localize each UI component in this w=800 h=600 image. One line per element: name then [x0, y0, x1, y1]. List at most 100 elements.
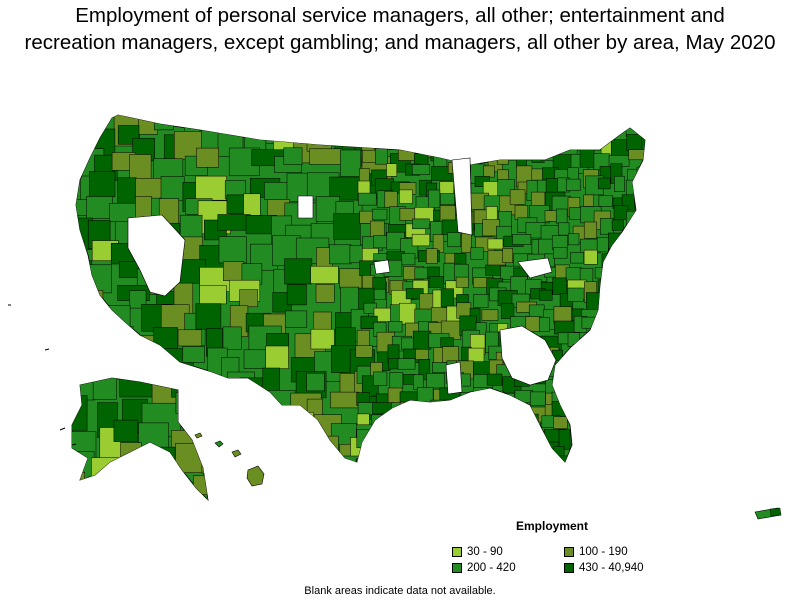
- area-cell: [370, 115, 384, 129]
- area-cell: [399, 401, 412, 423]
- area-cell: [516, 149, 527, 169]
- area-cell: [222, 326, 242, 350]
- area-cell: [485, 134, 506, 148]
- area-cell: [243, 193, 261, 217]
- area-cell: [264, 464, 280, 485]
- area-cell: [458, 460, 475, 462]
- area-cell: [72, 472, 86, 498]
- blank-area-missouri: [373, 259, 391, 275]
- area-cell: [358, 192, 377, 206]
- area-cell: [609, 322, 626, 337]
- area-cell: [76, 330, 87, 355]
- area-cell: [175, 443, 208, 473]
- area-cell: [330, 391, 359, 409]
- area-cell: [76, 241, 85, 261]
- area-cell: [541, 119, 561, 136]
- area-cell: [196, 147, 219, 168]
- area-cell: [600, 218, 614, 235]
- area-cell: [399, 391, 418, 409]
- area-cell: [386, 163, 398, 177]
- area-cell: [223, 261, 245, 281]
- area-cell: [160, 176, 185, 201]
- area-cell: [310, 435, 339, 461]
- area-cell: [307, 467, 330, 494]
- area-cell: [331, 115, 359, 138]
- area-cell: [585, 458, 599, 462]
- area-cell: [484, 115, 499, 135]
- area-cell: [310, 265, 339, 284]
- area-cell: [399, 435, 410, 449]
- area-cell: [415, 348, 429, 360]
- area-cell: [643, 152, 645, 166]
- area-cell: [529, 391, 546, 407]
- area-cell: [629, 347, 643, 362]
- area-cell: [87, 325, 121, 351]
- area-cell: [579, 149, 595, 168]
- area-cell: [458, 136, 480, 153]
- area-cell: [426, 248, 438, 264]
- area-cell: [475, 459, 490, 462]
- area-cell: [613, 388, 627, 405]
- area-cell: [375, 148, 388, 165]
- area-cell: [624, 392, 641, 411]
- area-cell: [76, 291, 93, 312]
- area-cell: [470, 445, 488, 462]
- area-cell: [177, 329, 203, 347]
- area-cell: [555, 208, 568, 224]
- area-cell: [539, 289, 553, 301]
- area-cell: [397, 358, 416, 370]
- area-cell: [76, 353, 97, 380]
- area-cell: [76, 115, 86, 129]
- area-cell: [627, 260, 644, 276]
- area-cell: [239, 289, 259, 308]
- area-cell: [469, 123, 480, 138]
- hawaii-island-big: [246, 465, 265, 487]
- area-cell: [517, 432, 539, 453]
- area-cell: [182, 346, 205, 363]
- title-line-2: recreation managers, except gambling; an…: [24, 31, 776, 54]
- area-cell: [471, 435, 484, 456]
- area-cell: [597, 177, 611, 190]
- aleutian-islands: [8, 304, 77, 446]
- area-cell: [580, 443, 598, 462]
- area-cell: [524, 141, 539, 160]
- area-cell: [193, 475, 208, 495]
- area-cell: [357, 120, 376, 131]
- area-cell: [488, 120, 509, 136]
- area-cell: [388, 455, 399, 462]
- area-cell: [399, 189, 413, 204]
- area-cell: [180, 391, 207, 425]
- area-cell: [538, 317, 550, 332]
- area-cell: [291, 115, 309, 143]
- area-cell: [246, 414, 279, 435]
- legend-item-2: 100 - 190: [564, 546, 628, 558]
- area-cell: [594, 333, 615, 348]
- area-cell: [594, 267, 614, 279]
- area-cell: [447, 444, 468, 462]
- alaska-area-cells: [72, 378, 208, 500]
- area-cell: [373, 371, 388, 386]
- area-cell: [307, 115, 334, 130]
- area-cell: [509, 189, 526, 205]
- area-cell: [284, 258, 313, 285]
- area-cell: [570, 123, 582, 140]
- legend-label-3: 200 - 420: [467, 562, 516, 574]
- area-cell: [356, 329, 370, 349]
- area-cell: [496, 393, 515, 414]
- area-cell: [418, 359, 431, 381]
- area-cell: [283, 147, 303, 165]
- area-cell: [191, 497, 208, 500]
- area-cell: [411, 233, 431, 247]
- blank-area-nevada: [127, 214, 186, 297]
- area-cell: [530, 455, 552, 462]
- area-cell: [581, 357, 600, 375]
- area-cell: [636, 166, 645, 180]
- area-cell: [635, 238, 645, 257]
- area-cell: [583, 249, 598, 265]
- area-cell: [638, 179, 645, 197]
- area-cell: [541, 115, 562, 131]
- area-cell: [624, 332, 645, 348]
- area-cell: [595, 457, 608, 462]
- area-cell: [613, 205, 629, 220]
- area-cell: [329, 244, 352, 265]
